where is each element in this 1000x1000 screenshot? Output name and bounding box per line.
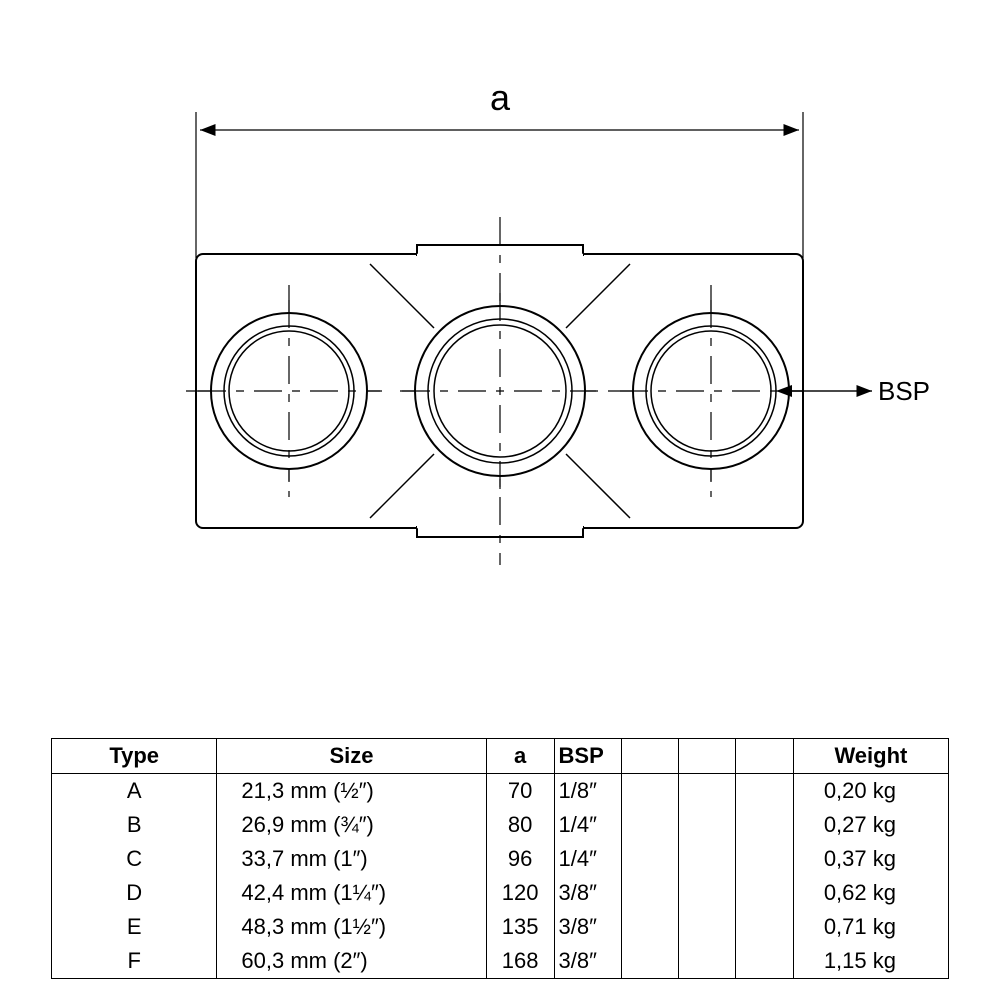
- table-row: A 21,3 mm (½″) 70 1/8″ 0,20 kg: [52, 774, 949, 809]
- bsp-label: BSP: [878, 376, 930, 406]
- page-root: a: [0, 0, 1000, 1000]
- col-header-empty3: [736, 739, 793, 774]
- ray-bl: [370, 454, 434, 518]
- left-hole-outer: [211, 313, 367, 469]
- col-header-a: a: [486, 739, 554, 774]
- table-row: B 26,9 mm (¾″) 80 1/4″ 0,27 kg: [52, 808, 949, 842]
- col-header-size: Size: [217, 739, 486, 774]
- right-hole-outer: [633, 313, 789, 469]
- table-header-row: Type Size a BSP Weight: [52, 739, 949, 774]
- top-notch: [417, 245, 583, 255]
- spec-table: Type Size a BSP Weight A 21,3 mm (½″) 70…: [51, 738, 949, 979]
- technical-drawing: a: [0, 0, 1000, 700]
- col-header-empty2: [679, 739, 736, 774]
- table-row: F 60,3 mm (2″) 168 3/8″ 1,15 kg: [52, 944, 949, 979]
- col-header-bsp: BSP: [554, 739, 621, 774]
- ray-br: [566, 454, 630, 518]
- spec-table-wrap: Type Size a BSP Weight A 21,3 mm (½″) 70…: [51, 738, 949, 979]
- ray-tr: [566, 264, 630, 328]
- dim-label-a: a: [490, 77, 511, 118]
- table-row: E 48,3 mm (1½″) 135 3/8″ 0,71 kg: [52, 910, 949, 944]
- ray-tl: [370, 264, 434, 328]
- col-header-type: Type: [52, 739, 217, 774]
- col-header-weight: Weight: [793, 739, 948, 774]
- col-header-empty1: [621, 739, 678, 774]
- table-row: C 33,7 mm (1″) 96 1/4″ 0,37 kg: [52, 842, 949, 876]
- table-row: D 42,4 mm (1¼″) 120 3/8″ 0,62 kg: [52, 876, 949, 910]
